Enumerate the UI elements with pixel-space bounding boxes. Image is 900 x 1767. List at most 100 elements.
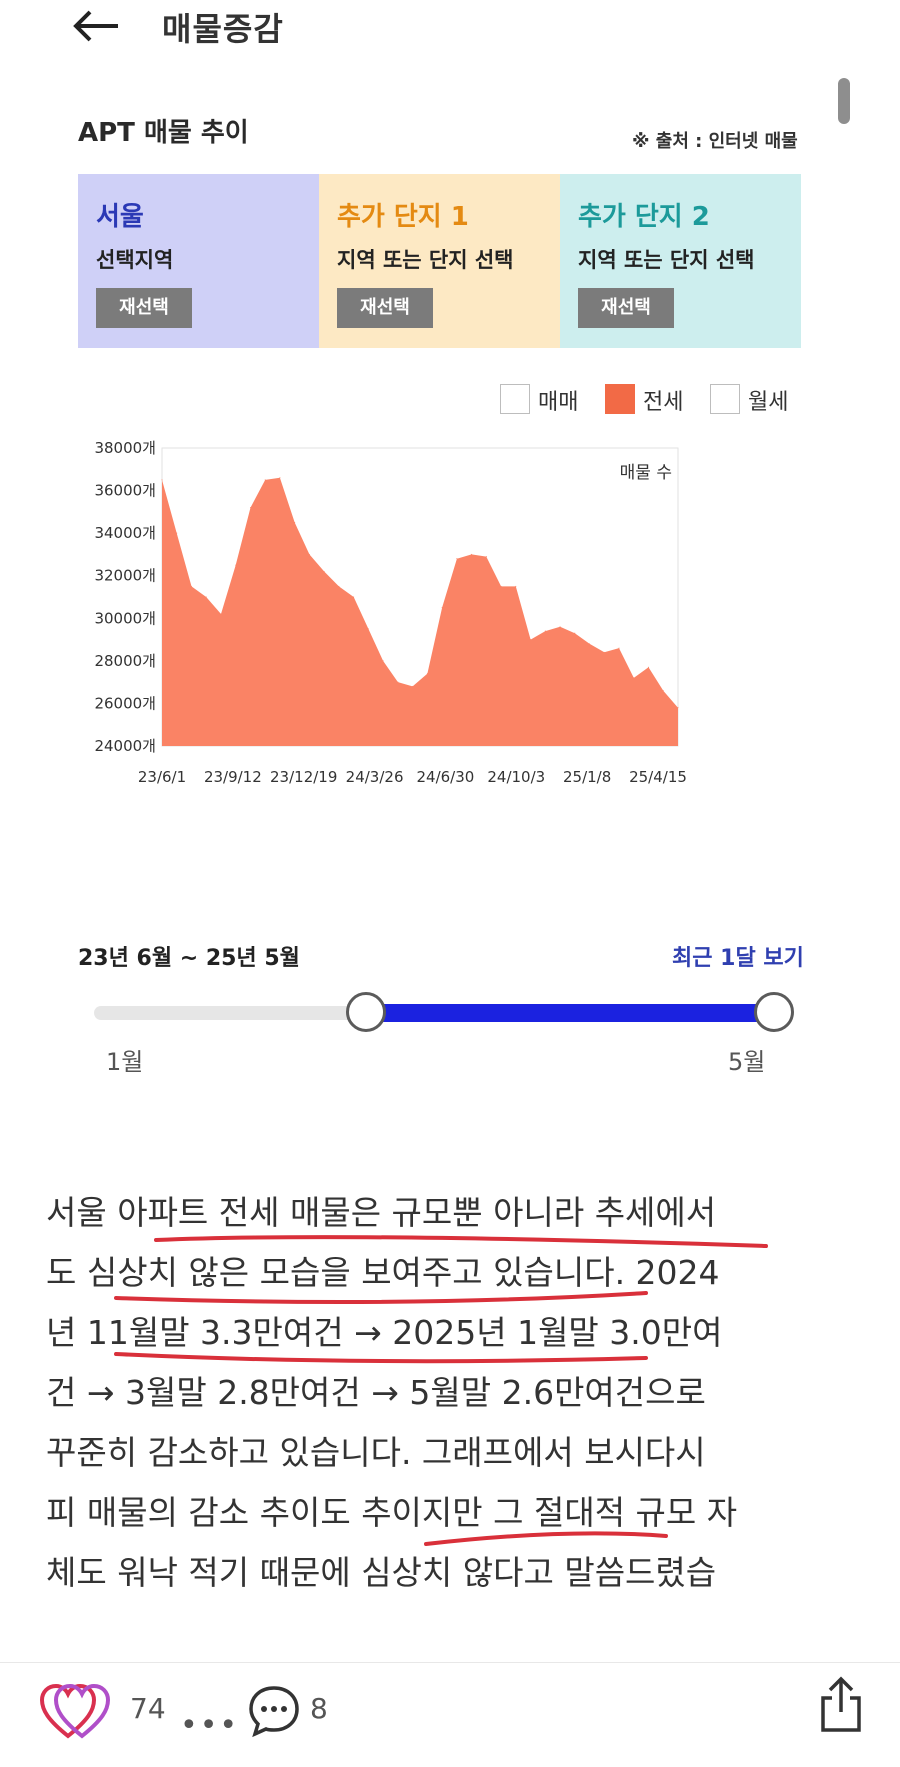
listings-area-chart: 38000개 36000개 34000개 32000개 30000개 28000개 2600…: [94, 439, 687, 786]
heart-icon[interactable]: [38, 1682, 112, 1744]
data-point: [485, 556, 487, 558]
checkbox-sale[interactable]: [500, 384, 530, 414]
back-arrow-icon[interactable]: [72, 6, 122, 46]
data-point: [205, 596, 207, 598]
region-name: 서울: [96, 202, 144, 232]
data-point: [618, 647, 620, 649]
data-point: [633, 677, 635, 679]
data-point: [323, 570, 325, 572]
y-tick-label: 24000개: [94, 737, 156, 755]
data-point: [677, 707, 679, 709]
article-line: 체도 워낙 적기 때문에 심상치 않다고 말씀드렸습: [46, 1553, 717, 1592]
data-point: [441, 607, 443, 609]
data-point: [264, 479, 266, 481]
region-name: 추가 단지 2: [578, 202, 710, 232]
range-slider-start-handle[interactable]: [346, 992, 386, 1032]
date-range-label: 23년 6월 ~ 25년 5월: [78, 946, 300, 971]
x-tick-label: 23/9/12: [204, 768, 262, 786]
data-point: [603, 651, 605, 653]
recent-month-link[interactable]: 최근 1달 보기: [672, 946, 804, 971]
y-tick-label: 34000개: [94, 524, 156, 542]
checkbox-jeonse[interactable]: [605, 384, 635, 414]
data-point: [397, 681, 399, 683]
data-point: [353, 596, 355, 598]
data-point: [530, 639, 532, 641]
article-line: 피 매물의 감소 추이도 추이지만 그 절대적 규모 자: [46, 1493, 738, 1532]
handwritten-underline-marks: [114, 1235, 768, 1546]
bottom-action-bar: [0, 1662, 900, 1767]
data-point: [176, 532, 178, 534]
data-point: [515, 585, 517, 587]
region-sub: 지역 또는 단지 선택: [337, 248, 514, 272]
data-point: [648, 666, 650, 668]
comment-icon[interactable]: [246, 1682, 302, 1738]
data-point: [338, 585, 340, 587]
y-tick-label: 36000개: [94, 482, 156, 500]
range-slider-fill: [366, 1004, 774, 1022]
legend-label: 매매: [538, 390, 579, 415]
data-point: [161, 479, 163, 481]
top-bar: 매물증감: [0, 0, 900, 60]
legend-jeonse[interactable]: 전세: [605, 384, 705, 416]
article-line: 서울 아파트 전세 매물은 규모뿐 아니라 추세에서: [46, 1193, 717, 1232]
data-point: [426, 673, 428, 675]
data-point: [249, 507, 251, 509]
legend-monthly-rent[interactable]: 월세: [710, 384, 810, 416]
share-icon[interactable]: [818, 1676, 864, 1734]
article-line: 년 11월말 3.3만여건 → 2025년 1월말 3.0만여: [46, 1313, 723, 1352]
legend-label: 월세: [748, 390, 789, 415]
legend-label: 전세: [643, 390, 684, 415]
x-tick-label: 23/12/19: [270, 768, 337, 786]
region-sub: 선택지역: [96, 248, 174, 272]
legend-sale[interactable]: 매매: [500, 384, 600, 416]
data-point: [382, 660, 384, 662]
region-name: 추가 단지 1: [337, 202, 469, 232]
data-point: [367, 628, 369, 630]
comment-count: 8: [310, 1692, 328, 1725]
card-title: APT 매물 추이: [78, 118, 249, 148]
data-point: [456, 558, 458, 560]
data-point: [190, 585, 192, 587]
y-tick-label: 28000개: [94, 652, 156, 670]
data-point: [235, 564, 237, 566]
scrollbar-thumb[interactable]: [838, 78, 850, 124]
region-seoul: 서울 선택지역 재선택: [78, 174, 319, 348]
like-count: 74: [130, 1692, 166, 1725]
x-tick-label: 24/10/3: [487, 768, 545, 786]
x-tick-label: 23/6/1: [138, 768, 186, 786]
range-slider-end-handle[interactable]: [754, 992, 794, 1032]
article-line: 도 심상치 않은 모습을 보여주고 있습니다. 2024: [46, 1253, 720, 1292]
data-point: [589, 643, 591, 645]
data-point: [574, 632, 576, 634]
y-tick-label: 26000개: [94, 694, 156, 712]
data-point: [544, 630, 546, 632]
x-tick-label: 24/3/26: [346, 768, 404, 786]
region-additional-2: 추가 단지 2 지역 또는 단지 선택 재선택: [560, 174, 801, 348]
data-point: [294, 522, 296, 523]
reselect-button[interactable]: 재선택: [337, 288, 433, 328]
data-point: [412, 685, 414, 687]
y-tick-label: 38000개: [94, 439, 156, 457]
page-title: 매물증감: [162, 10, 284, 48]
reselect-button[interactable]: 재선택: [96, 288, 192, 328]
chart-annotation: 매물 수: [620, 463, 672, 483]
data-point: [559, 626, 561, 628]
data-point: [279, 477, 281, 479]
reselect-button[interactable]: 재선택: [578, 288, 674, 328]
article-line: 꾸준히 감소하고 있습니다. 그래프에서 보시다시: [46, 1433, 706, 1472]
series-area-jeonse: [162, 477, 678, 746]
slider-min-label: 1월: [106, 1048, 144, 1076]
data-point: [471, 553, 473, 555]
data-point: [220, 613, 222, 615]
region-sub: 지역 또는 단지 선택: [578, 248, 755, 272]
region-additional-1: 추가 단지 1 지역 또는 단지 선택 재선택: [319, 174, 560, 348]
slider-max-label: 5월: [728, 1048, 766, 1076]
more-options-icon[interactable]: •••: [180, 1708, 240, 1743]
y-tick-label: 30000개: [94, 609, 156, 627]
x-tick-label: 25/4/15: [629, 768, 687, 786]
x-tick-label: 25/1/8: [563, 768, 611, 786]
checkbox-monthly-rent[interactable]: [710, 384, 740, 414]
y-tick-label: 32000개: [94, 567, 156, 585]
data-point: [500, 585, 502, 587]
data-point: [308, 553, 310, 555]
